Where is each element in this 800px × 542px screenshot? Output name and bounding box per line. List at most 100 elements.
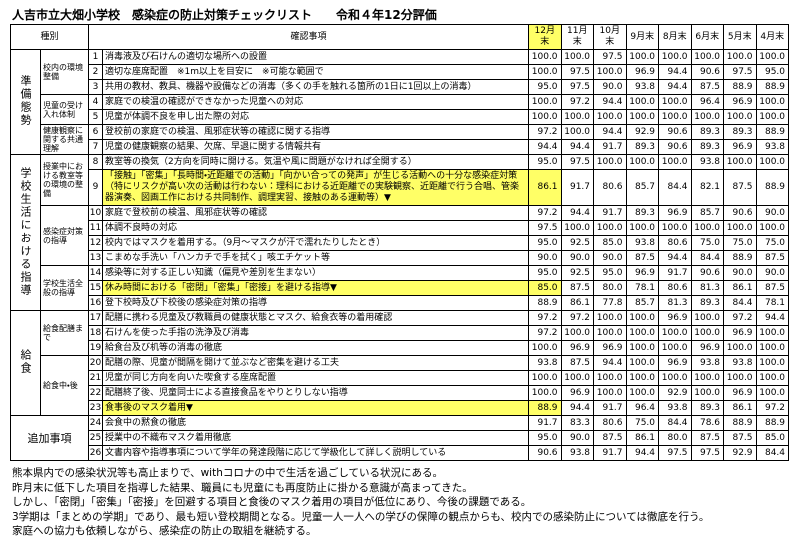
score-cell: 97.5 <box>528 220 562 236</box>
group-label: 給食 <box>10 310 41 416</box>
score-cell: 100.0 <box>593 385 627 401</box>
score-cell: 88.9 <box>528 400 562 416</box>
score-cell: 93.8 <box>625 235 660 251</box>
score-cell: 87.5 <box>755 250 790 266</box>
score-cell: 100.0 <box>690 310 725 326</box>
score-cell: 90.0 <box>593 79 627 95</box>
score-cell: 100.0 <box>625 94 660 110</box>
score-cell: 100.0 <box>625 340 660 356</box>
group-label-text: 準備態勢 <box>19 75 32 127</box>
score-cell: 89.3 <box>690 295 725 311</box>
score-cell: 96.9 <box>658 205 692 221</box>
score-cell: 87.5 <box>723 169 757 206</box>
table-row: 学校生活全般の指導 14 感染等に対する正しい知識（偏見や差別を生まない） 95.0 9… <box>11 265 790 311</box>
score-cell: 90.6 <box>658 124 692 140</box>
table-row: 26 文書内容や指導事項について学年の発達段階に応じて学級化して詳しく説明している… <box>11 445 790 461</box>
score-cell: 94.4 <box>593 355 627 371</box>
group-label: 学校生活における指導 <box>10 154 41 311</box>
score-cell: 93.8 <box>528 355 562 371</box>
score-cell: 90.6 <box>723 205 757 221</box>
score-cell: 85.7 <box>690 205 725 221</box>
score-cell: 87.5 <box>723 430 757 446</box>
row-number: 20 <box>88 355 104 371</box>
check-item: こまめな手洗い「ハンカチで手を拭く」咳エチケット等 <box>102 250 530 266</box>
score-cell: 75.0 <box>755 235 790 251</box>
score-cell: 96.9 <box>658 355 692 371</box>
score-cell: 94.4 <box>658 250 692 266</box>
score-cell: 89.3 <box>625 139 660 155</box>
check-item: 登校前の家庭での検温、風邪症状等の確認に関する指導 <box>102 124 530 140</box>
score-cell: 88.9 <box>723 250 757 266</box>
table-row: 9 「接触」「密集」「長時間・近距離での活動」「向かい合っての発声」が生じる活動へ… <box>11 169 790 206</box>
score-cell: 94.4 <box>593 124 627 140</box>
score-cell: 93.8 <box>755 139 790 155</box>
score-cell: 93.8 <box>658 400 692 416</box>
score-cell: 96.9 <box>625 265 660 281</box>
score-cell: 94.4 <box>658 79 692 95</box>
row-number: 14 <box>88 265 104 281</box>
score-cell: 100.0 <box>528 340 562 356</box>
score-cell: 100.0 <box>625 370 660 386</box>
score-cell: 100.0 <box>625 220 660 236</box>
header-cell: 10月末 <box>593 24 627 50</box>
notes: 熊本県内での感染状況等も高止まりで、withコロナの中で生活を過ごしている状況に… <box>12 466 709 539</box>
score-cell: 100.0 <box>690 325 725 341</box>
score-cell: 82.1 <box>690 169 725 206</box>
score-cell: 100.0 <box>560 124 595 140</box>
score-cell: 85.7 <box>625 295 660 311</box>
score-cell: 96.9 <box>560 385 595 401</box>
row-number: 8 <box>88 154 104 170</box>
score-cell: 100.0 <box>755 109 790 125</box>
score-cell: 84.4 <box>658 415 692 431</box>
score-cell: 92.5 <box>560 265 595 281</box>
row-number: 6 <box>88 124 104 140</box>
score-cell: 86.1 <box>723 280 757 296</box>
check-item: 家庭での検温の確認ができなかった児童への対応 <box>102 94 530 110</box>
score-cell: 83.3 <box>560 415 595 431</box>
table-row: 感染症対策の指導 10 家庭で登校前の検温、風邪症状等の確認 97.2 94.4 91.7… <box>11 205 790 266</box>
score-cell: 85.0 <box>528 280 562 296</box>
header-cell: 種別 <box>9 24 90 50</box>
score-cell: 88.9 <box>755 415 790 431</box>
row-number: 18 <box>88 325 104 341</box>
score-cell: 86.1 <box>560 295 595 311</box>
score-cell: 78.1 <box>755 295 790 311</box>
header-cell: 11月末 <box>560 24 595 50</box>
score-cell: 100.0 <box>755 94 790 110</box>
score-cell: 94.4 <box>755 310 790 326</box>
score-cell: 100.0 <box>690 385 725 401</box>
score-cell: 97.5 <box>560 64 595 80</box>
score-cell: 95.0 <box>528 154 562 170</box>
header-cell: 5月末 <box>723 24 757 50</box>
score-cell: 87.5 <box>593 430 627 446</box>
check-item: 消毒液及び石けんの適切な場所への設置 <box>102 49 530 65</box>
row-number: 1 <box>88 49 104 65</box>
score-cell: 94.4 <box>528 139 562 155</box>
score-cell: 90.0 <box>723 265 757 281</box>
score-cell: 88.9 <box>528 295 562 311</box>
score-cell: 90.0 <box>755 205 790 221</box>
score-cell: 81.3 <box>690 280 725 296</box>
score-cell: 100.0 <box>755 154 790 170</box>
subgroup-label: 感染症対策の指導 <box>39 205 90 266</box>
table-row: 3 共用の教材、教具、機器や設備などの消毒（多くの手を触れる箇所の1日に1回以上の… <box>11 79 790 95</box>
table-row: 12 校内ではマスクを着用する。（9月～マスクが汗で濡れたりしたとき） 95.0 92… <box>11 235 790 251</box>
score-cell: 100.0 <box>528 109 562 125</box>
score-cell: 80.6 <box>658 235 692 251</box>
score-cell: 90.0 <box>755 265 790 281</box>
score-cell: 97.2 <box>528 325 562 341</box>
score-cell: 95.0 <box>755 64 790 80</box>
score-cell: 100.0 <box>755 325 790 341</box>
score-cell: 100.0 <box>755 385 790 401</box>
score-cell: 93.8 <box>690 355 725 371</box>
row-number: 23 <box>88 400 104 416</box>
check-item: 配膳に携わる児童及び教職員の健康状態とマスク、給食衣等の着用確認 <box>102 310 530 326</box>
row-number: 4 <box>88 94 104 110</box>
score-cell: 94.4 <box>560 139 595 155</box>
score-cell: 100.0 <box>755 220 790 236</box>
score-cell: 94.4 <box>560 205 595 221</box>
row-number: 11 <box>88 220 104 236</box>
header-cell: 9月末 <box>625 24 660 50</box>
table-row: 21 児童が同じ方向を向いた喫食する座席配置 100.0 100.0 100.0 100.… <box>11 370 790 386</box>
score-cell: 100.0 <box>723 49 757 65</box>
